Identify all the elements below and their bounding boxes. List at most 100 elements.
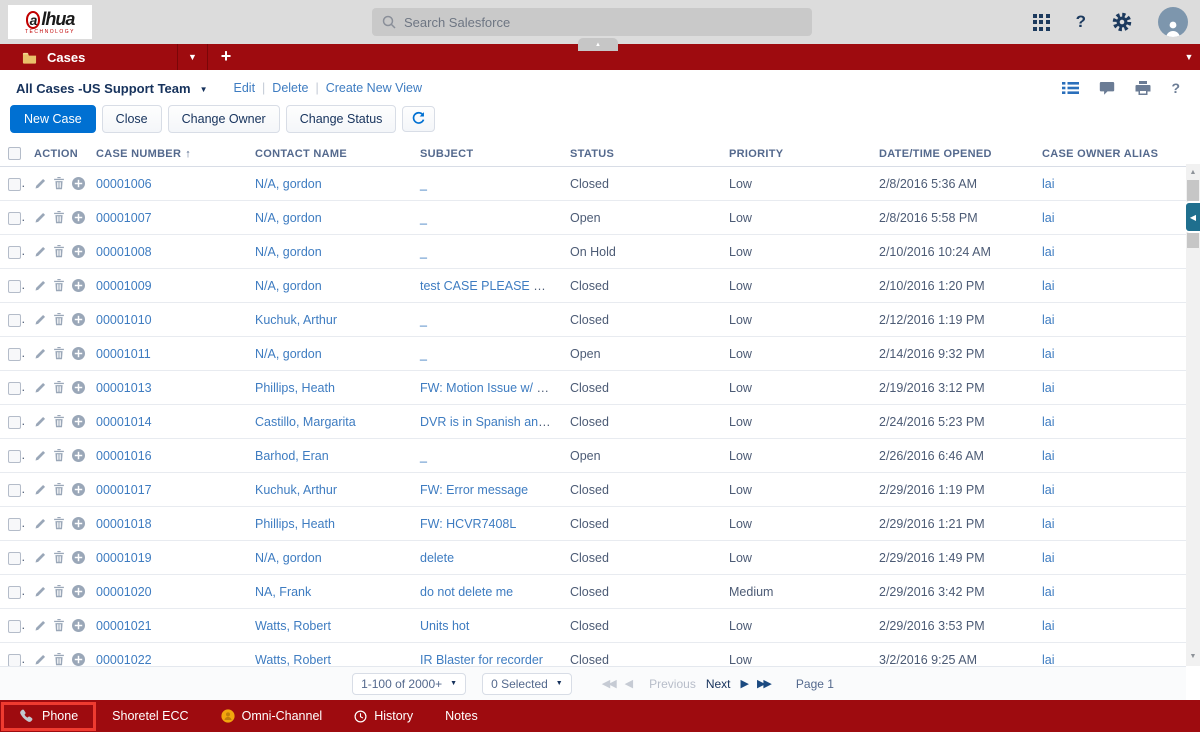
contact-name-link[interactable]: Watts, Robert	[255, 652, 331, 667]
subject-link[interactable]: FW: Motion Issue w/ 4K Reco...	[420, 380, 562, 395]
delete-trash-icon[interactable]	[53, 449, 65, 462]
owner-alias-link[interactable]: lai	[1042, 482, 1055, 497]
add-plus-circle-icon[interactable]	[72, 279, 85, 292]
close-button[interactable]: Close	[101, 105, 162, 133]
subject-link[interactable]: _	[420, 346, 427, 361]
edit-pencil-icon[interactable]	[34, 654, 46, 666]
sidebar-expand-flap[interactable]	[1184, 201, 1200, 233]
add-plus-circle-icon[interactable]	[72, 415, 85, 428]
edit-pencil-icon[interactable]	[34, 552, 46, 564]
row-checkbox[interactable]	[8, 177, 21, 191]
case-number-link[interactable]: 00001021	[96, 618, 152, 633]
contact-name-link[interactable]: Phillips, Heath	[255, 516, 335, 531]
column-header-owner-alias[interactable]: CASE OWNER ALIAS	[1034, 140, 1186, 167]
case-number-link[interactable]: 00001014	[96, 414, 152, 429]
contact-name-link[interactable]: N/A, gordon	[255, 210, 322, 225]
row-checkbox[interactable]	[8, 279, 21, 293]
contact-name-link[interactable]: N/A, gordon	[255, 244, 322, 259]
add-plus-circle-icon[interactable]	[72, 313, 85, 326]
list-help-icon[interactable]: ?	[1171, 80, 1180, 96]
delete-view-link[interactable]: Delete	[272, 81, 309, 95]
delete-trash-icon[interactable]	[53, 313, 65, 326]
contact-name-link[interactable]: Phillips, Heath	[255, 380, 335, 395]
owner-alias-link[interactable]: lai	[1042, 176, 1055, 191]
last-page-icon[interactable]: ▶▶	[756, 678, 772, 690]
case-number-link[interactable]: 00001009	[96, 278, 152, 293]
edit-pencil-icon[interactable]	[34, 620, 46, 632]
view-selector-dropdown[interactable]: All Cases -US Support Team	[16, 79, 208, 97]
owner-alias-link[interactable]: lai	[1042, 550, 1055, 565]
subject-link[interactable]: _	[420, 312, 427, 327]
owner-alias-link[interactable]: lai	[1042, 618, 1055, 633]
printer-icon[interactable]	[1135, 80, 1151, 96]
add-plus-circle-icon[interactable]	[72, 449, 85, 462]
edit-pencil-icon[interactable]	[34, 484, 46, 496]
subject-link[interactable]: _	[420, 244, 427, 259]
utility-phone-button[interactable]: Phone	[1, 701, 97, 731]
edit-pencil-icon[interactable]	[34, 314, 46, 326]
selected-dropdown[interactable]: 0 Selected	[482, 672, 572, 695]
edit-view-link[interactable]: Edit	[233, 81, 256, 95]
contact-name-link[interactable]: Kuchuk, Arthur	[255, 312, 337, 327]
edit-pencil-icon[interactable]	[34, 586, 46, 598]
contact-name-link[interactable]: N/A, gordon	[255, 346, 322, 361]
column-header-status[interactable]: STATUS	[562, 140, 721, 167]
edit-pencil-icon[interactable]	[34, 348, 46, 360]
utility-notes-button[interactable]: Notes	[429, 709, 494, 723]
list-view-icon[interactable]	[1062, 81, 1080, 95]
utility-shoretel-button[interactable]: Shoretel ECC	[96, 709, 204, 723]
edit-pencil-icon[interactable]	[34, 416, 46, 428]
scroll-up-icon[interactable]: ▲	[1189, 169, 1197, 176]
tabbar-overflow-caret-icon[interactable]	[1178, 44, 1200, 70]
row-checkbox[interactable]	[8, 483, 21, 497]
case-number-link[interactable]: 00001019	[96, 550, 152, 565]
header-collapse-handle[interactable]	[578, 38, 618, 51]
owner-alias-link[interactable]: lai	[1042, 414, 1055, 429]
row-checkbox[interactable]	[8, 347, 21, 361]
delete-trash-icon[interactable]	[53, 381, 65, 394]
owner-alias-link[interactable]: lai	[1042, 210, 1055, 225]
subject-link[interactable]: _	[420, 448, 427, 463]
app-launcher-icon[interactable]	[1032, 13, 1050, 31]
row-checkbox[interactable]	[8, 653, 21, 667]
case-number-link[interactable]: 00001022	[96, 652, 152, 667]
contact-name-link[interactable]: N/A, gordon	[255, 176, 322, 191]
owner-alias-link[interactable]: lai	[1042, 652, 1055, 667]
row-checkbox[interactable]	[8, 245, 21, 259]
delete-trash-icon[interactable]	[53, 211, 65, 224]
case-number-link[interactable]: 00001013	[96, 380, 152, 395]
add-plus-circle-icon[interactable]	[72, 517, 85, 530]
edit-pencil-icon[interactable]	[34, 450, 46, 462]
create-new-view-link[interactable]: Create New View	[325, 81, 423, 95]
subject-link[interactable]: DVR is in Spanish and does n...	[420, 414, 562, 429]
add-plus-circle-icon[interactable]	[72, 347, 85, 360]
new-case-button[interactable]: New Case	[10, 105, 96, 133]
contact-name-link[interactable]: NA, Frank	[255, 584, 312, 599]
column-header-case-number[interactable]: CASE NUMBER ↑	[88, 140, 247, 167]
delete-trash-icon[interactable]	[53, 347, 65, 360]
column-header-date-opened[interactable]: DATE/TIME OPENED	[871, 140, 1034, 167]
delete-trash-icon[interactable]	[53, 653, 65, 666]
owner-alias-link[interactable]: lai	[1042, 584, 1055, 599]
edit-pencil-icon[interactable]	[34, 246, 46, 258]
delete-trash-icon[interactable]	[53, 585, 65, 598]
tab-cases[interactable]: Cases	[0, 44, 178, 70]
add-plus-circle-icon[interactable]	[72, 245, 85, 258]
column-header-action[interactable]: ACTION	[26, 140, 88, 167]
subject-link[interactable]: IR Blaster for recorder	[420, 652, 543, 667]
subject-link[interactable]: FW: Error message	[420, 482, 529, 497]
setup-gear-icon[interactable]	[1112, 12, 1132, 32]
subject-link[interactable]: delete	[420, 550, 455, 565]
row-checkbox[interactable]	[8, 415, 21, 429]
tab-dropdown-caret-icon[interactable]	[178, 44, 208, 70]
add-plus-circle-icon[interactable]	[72, 177, 85, 190]
utility-omni-channel-button[interactable]: Omni-Channel	[205, 709, 339, 723]
scroll-down-icon[interactable]: ▼	[1189, 653, 1197, 660]
first-page-icon[interactable]: ◀◀	[601, 678, 617, 690]
row-checkbox[interactable]	[8, 585, 21, 599]
case-number-link[interactable]: 00001018	[96, 516, 152, 531]
refresh-button[interactable]	[402, 106, 436, 132]
contact-name-link[interactable]: Barhod, Eran	[255, 448, 329, 463]
case-number-link[interactable]: 00001008	[96, 244, 152, 259]
add-plus-circle-icon[interactable]	[72, 381, 85, 394]
